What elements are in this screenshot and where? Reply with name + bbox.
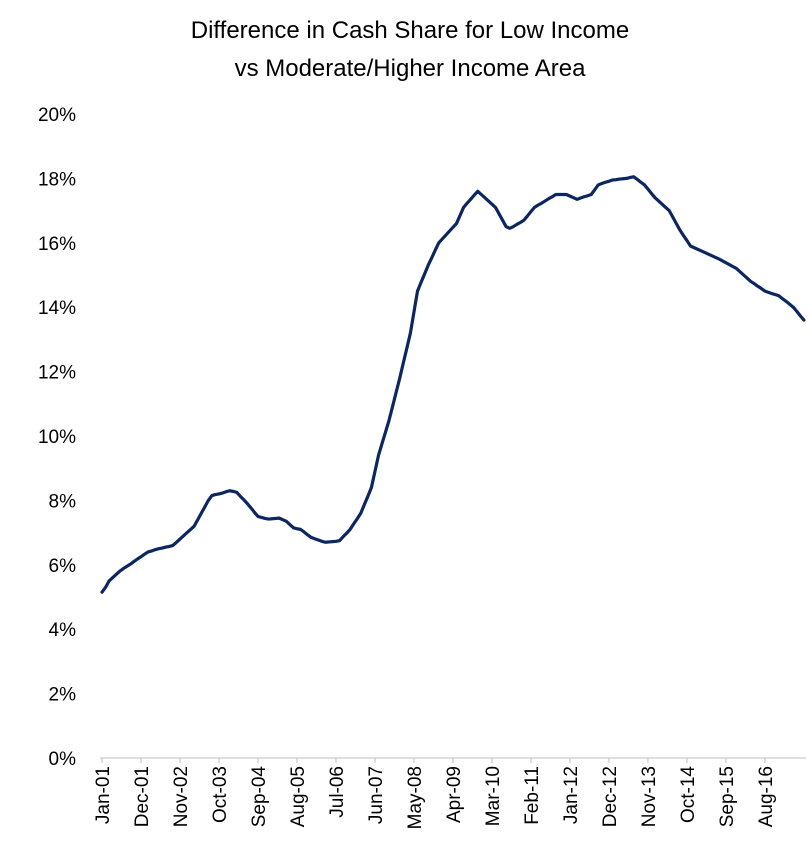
- x-tick-label: Dec-01: [132, 766, 153, 827]
- y-tick-label: 18%: [38, 169, 76, 190]
- y-tick-label: 14%: [38, 298, 76, 319]
- x-tick-label: Aug-16: [756, 766, 777, 827]
- x-tick-label: Oct-03: [210, 766, 231, 823]
- x-tick-label: Dec-12: [600, 766, 621, 827]
- y-tick-label: 20%: [38, 105, 76, 126]
- x-tick-label: May-08: [405, 766, 426, 829]
- x-tick-label: Jan-01: [93, 766, 114, 824]
- x-tick-label: Jun-07: [366, 766, 387, 824]
- y-tick-label: 8%: [49, 491, 77, 512]
- x-tick-label: Oct-14: [678, 766, 699, 823]
- y-tick-label: 6%: [49, 556, 77, 577]
- x-tick-label: Nov-13: [639, 766, 660, 827]
- x-tick-label: Feb-11: [522, 766, 543, 825]
- x-tick-label: Jan-12: [561, 766, 582, 824]
- y-tick-label: 0%: [49, 749, 77, 770]
- y-tick-label: 12%: [38, 363, 76, 384]
- x-tick-label: Jul-06: [327, 766, 348, 818]
- x-tick-label: Aug-05: [288, 766, 309, 827]
- x-tick-label: Nov-02: [171, 766, 192, 827]
- y-tick-label: 2%: [49, 685, 77, 706]
- chart-title: Difference in Cash Share for Low Income: [191, 17, 629, 44]
- line-series: [100, 175, 806, 594]
- x-tick-label: Sep-04: [249, 766, 270, 828]
- y-tick-label: 4%: [49, 620, 77, 641]
- y-tick-label: 16%: [38, 234, 76, 255]
- chart-title: vs Moderate/Higher Income Area: [235, 55, 586, 82]
- x-tick-label: Mar-10: [483, 766, 504, 826]
- y-tick-label: 10%: [38, 427, 76, 448]
- x-tick-label: Sep-15: [717, 766, 738, 827]
- x-tick-label: Apr-09: [444, 766, 465, 823]
